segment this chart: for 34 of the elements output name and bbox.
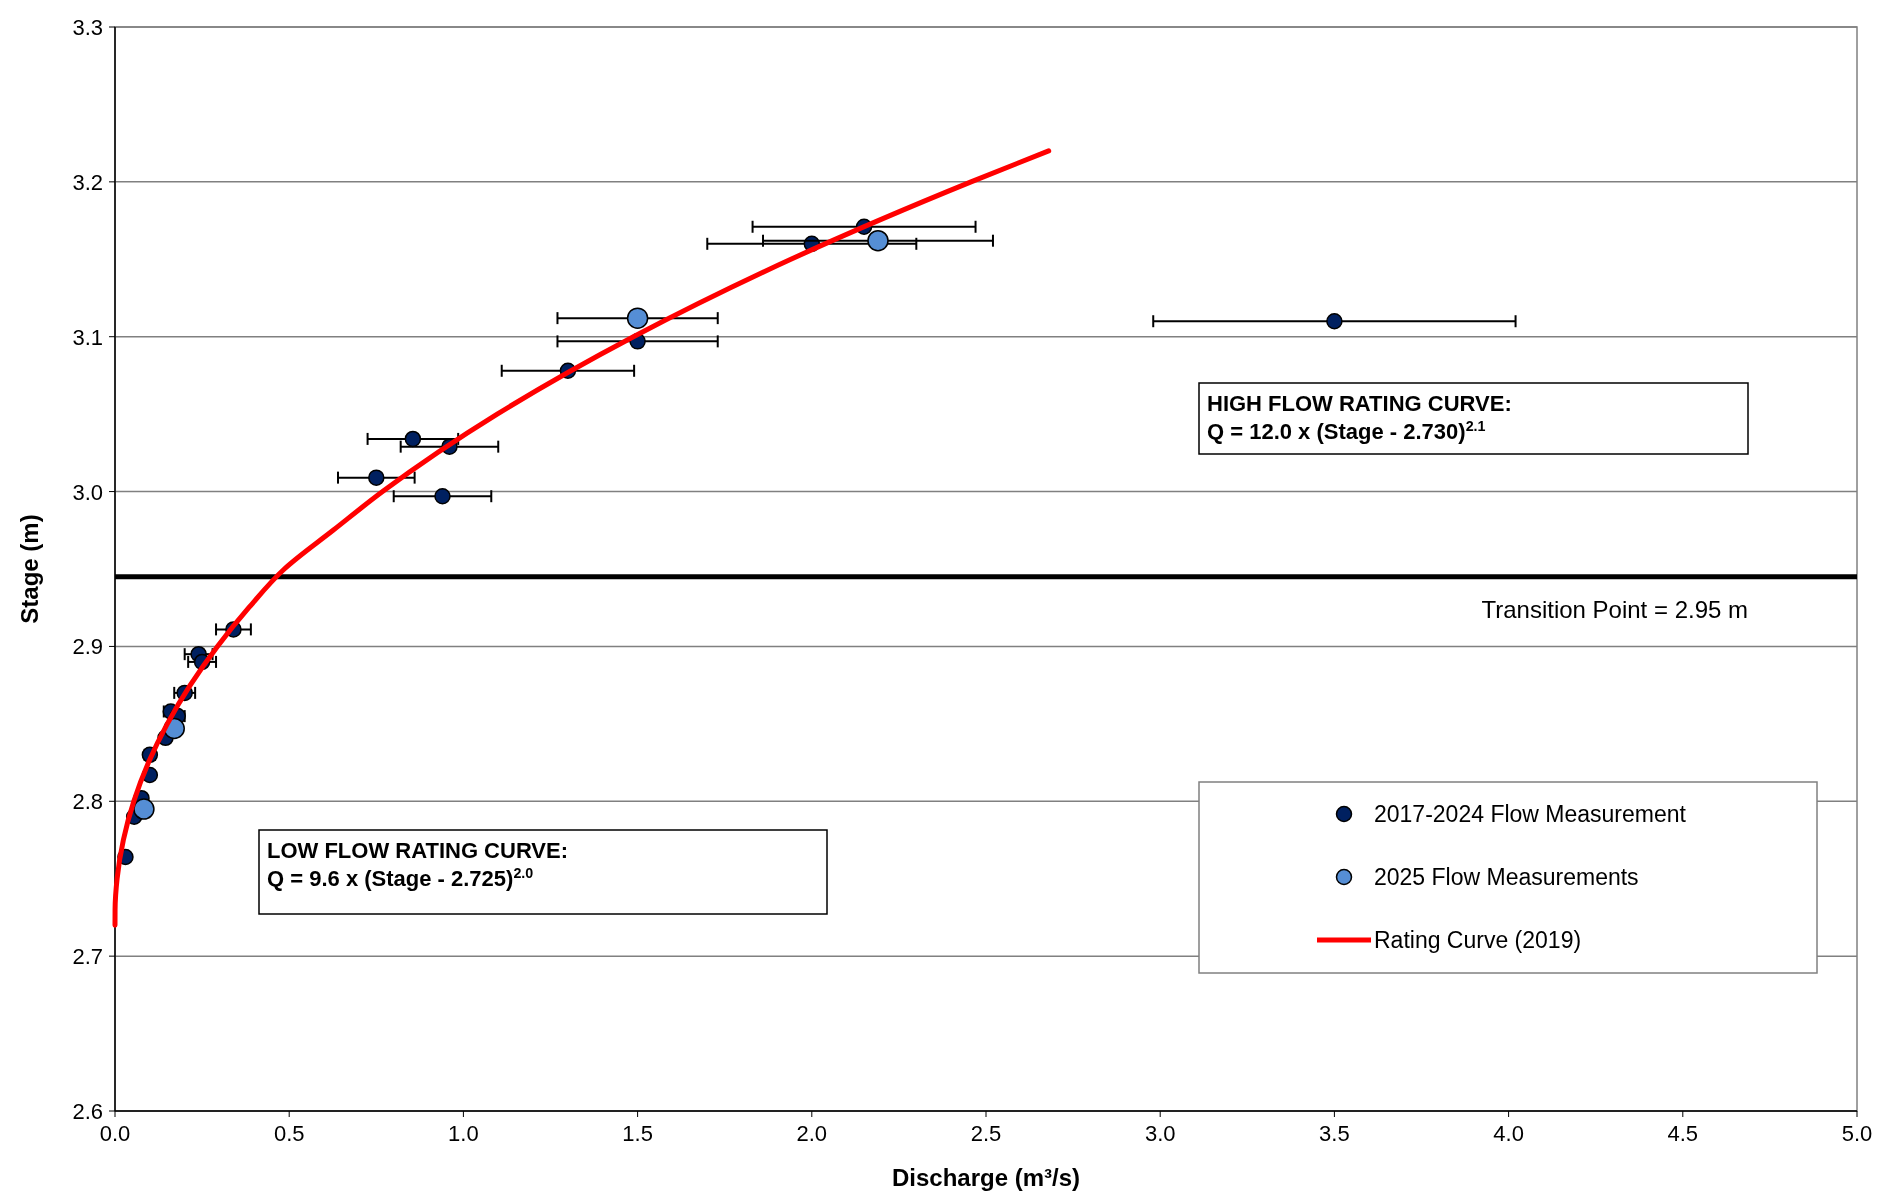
annotation: LOW FLOW RATING CURVE: Q = 9.6 x (Stage - 2.725)$^{2.0}$ — [267, 838, 569, 891]
legend-label: 2025 Flow Measurements — [1374, 864, 1639, 890]
y-tick-label: 3.3 — [72, 15, 103, 40]
y-tick-label: 2.9 — [72, 634, 103, 660]
legend-label: Rating Curve (2019) — [1374, 927, 1582, 953]
y-axis-title: Stage (m) — [16, 514, 43, 624]
point — [404, 430, 422, 448]
x-tick-label: 5.0 — [1841, 1121, 1873, 1146]
x-tick-label: 4.0 — [1493, 1121, 1524, 1146]
annotation: HIGH FLOW RATING CURVE: Q = 12.0 x (Stage - 2.730)$^{2.1}$ — [1207, 391, 1512, 444]
point — [1326, 312, 1343, 330]
x-tick-label: 1.0 — [448, 1121, 479, 1146]
ref-line-label: Transition Point = 2.95 m — [1481, 595, 1748, 623]
y-tick-label: 2.7 — [72, 944, 103, 970]
y-tick-label: 2.6 — [72, 1099, 103, 1124]
point — [133, 798, 155, 820]
y-tick-label: 3.2 — [72, 169, 103, 195]
x-tick-label: 4.5 — [1667, 1121, 1699, 1146]
point — [867, 229, 889, 252]
x-tick-label: 3.0 — [1144, 1121, 1176, 1146]
y-tick-label: 3.1 — [72, 324, 103, 350]
x-tick-label: 0.5 — [273, 1121, 305, 1146]
x-tick-label: 3.5 — [1319, 1121, 1350, 1146]
legend-label: 2017-2024 Flow Measurement — [1374, 801, 1687, 827]
x-axis-title: Discharge (m³/s) — [891, 1164, 1081, 1191]
point — [368, 469, 385, 486]
x-tick-label: 2.0 — [796, 1121, 828, 1146]
point — [626, 307, 649, 329]
point — [434, 487, 451, 505]
x-tick-label: 0.0 — [99, 1121, 131, 1146]
y-tick-label: 3.0 — [72, 479, 103, 505]
x-tick-label: 1.5 — [622, 1121, 653, 1146]
y-tick-label: 2.8 — [72, 789, 103, 815]
x-tick-label: 2.5 — [970, 1121, 1002, 1146]
